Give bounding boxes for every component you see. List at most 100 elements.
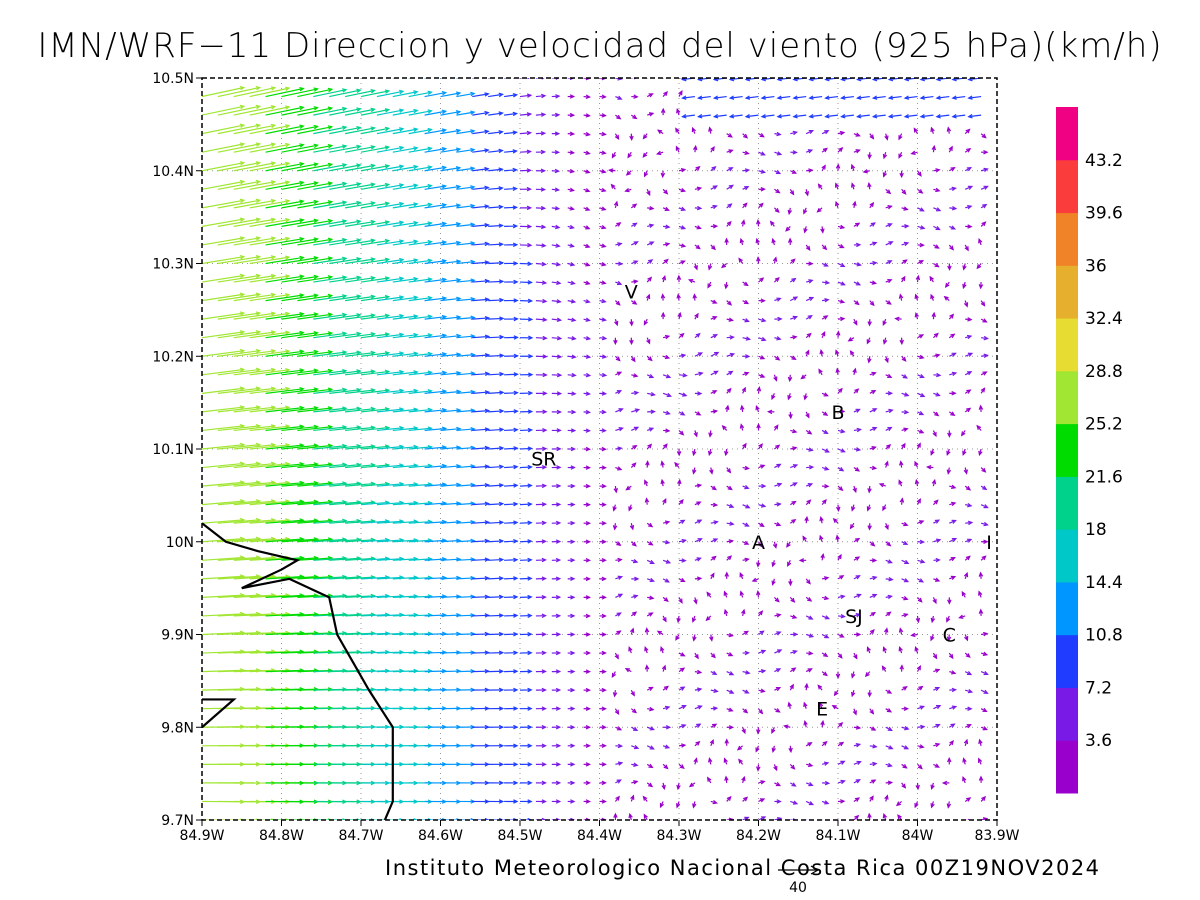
wind-vector — [202, 142, 246, 153]
wind-vector — [376, 108, 405, 116]
wind-vector — [202, 198, 246, 209]
colorbar-label: 18 — [1085, 520, 1107, 540]
wind-vector — [217, 236, 262, 246]
y-tick-label: 10.2N — [152, 349, 194, 365]
wind-vector — [249, 78, 253, 79]
wind-vector — [583, 243, 591, 248]
wind-vector — [567, 354, 577, 359]
wind-vector — [249, 349, 291, 357]
wind-vector — [776, 113, 791, 119]
wind-vector — [297, 387, 334, 394]
wind-vector — [615, 541, 622, 547]
wind-vector — [932, 430, 937, 438]
wind-vector — [535, 298, 548, 304]
wind-vector — [710, 244, 716, 251]
wind-vector — [504, 780, 519, 786]
wind-vector — [853, 725, 862, 730]
wind-vector — [504, 446, 519, 451]
wind-vector — [786, 541, 791, 548]
wind-vector — [551, 150, 561, 155]
wind-vector — [694, 225, 702, 230]
wind-vector — [803, 207, 808, 215]
wind-vector — [583, 188, 591, 193]
wind-vector — [647, 706, 655, 712]
wind-vector — [949, 501, 957, 507]
wind-vector — [202, 217, 246, 227]
wind-vector — [630, 203, 638, 209]
wind-vector — [504, 279, 519, 285]
wind-vector — [790, 649, 798, 655]
wind-vector — [963, 300, 969, 308]
wind-vector — [408, 165, 433, 172]
wind-vector — [662, 410, 671, 416]
wind-vector — [627, 151, 632, 159]
wind-vector — [837, 799, 846, 804]
wind-vector — [869, 408, 878, 413]
wind-vector — [837, 448, 846, 453]
wind-vector — [456, 203, 476, 209]
wind-vector — [392, 202, 419, 209]
wind-vector — [599, 724, 607, 730]
wind-vector — [980, 726, 988, 731]
wind-vector — [472, 669, 490, 674]
wind-vector — [933, 668, 941, 673]
wind-vector — [551, 94, 561, 99]
colorbar: 3.67.210.814.41821.625.228.832.43639.643… — [1056, 107, 1123, 794]
wind-vector — [930, 448, 935, 456]
wind-vector — [440, 128, 462, 135]
wind-vector — [837, 633, 845, 638]
wind-vector — [773, 207, 780, 213]
wind-vector — [656, 150, 664, 156]
wind-vector — [917, 354, 925, 360]
wind-vector — [646, 355, 653, 362]
wind-vector — [504, 372, 519, 377]
wind-vector — [884, 794, 889, 802]
footer-credit: Instituto Meteorologico Nacional Costa R… — [385, 856, 1101, 880]
wind-vector — [656, 630, 664, 636]
wind-vector — [866, 504, 872, 512]
wind-vector — [376, 295, 405, 302]
wind-vector — [949, 557, 956, 562]
wind-vector — [599, 650, 607, 656]
wind-vector — [835, 349, 840, 357]
wind-vector — [869, 744, 878, 749]
wind-vector — [233, 161, 277, 172]
wind-vector — [885, 780, 894, 785]
wind-vector — [758, 503, 767, 508]
wind-vector — [853, 632, 862, 637]
wind-vector — [901, 374, 908, 379]
wind-vector — [662, 596, 669, 603]
wind-vector — [758, 202, 764, 209]
wind-vector — [630, 300, 638, 305]
wind-vector — [739, 572, 744, 580]
wind-vector — [724, 775, 729, 783]
wind-vector — [504, 817, 519, 820]
wind-vector — [851, 671, 856, 679]
wind-vector — [567, 112, 576, 118]
wind-vector — [739, 237, 745, 246]
wind-vector — [408, 258, 433, 265]
wind-vector — [424, 240, 448, 246]
wind-vector — [948, 740, 954, 747]
wind-vector — [599, 187, 607, 193]
wind-vector — [821, 800, 830, 805]
wind-vector — [930, 615, 936, 624]
wind-vector — [917, 578, 925, 583]
wind-vector — [217, 367, 262, 376]
wind-vector — [583, 336, 592, 341]
wind-vector — [583, 762, 592, 767]
wind-vector — [519, 446, 533, 451]
axis-ticks: 84.9W 84.8W 84.7W 84.6W 84.5W 84.4W 84.3W 84.2W… — [152, 71, 1019, 844]
wind-vector — [901, 706, 910, 711]
wind-vector — [583, 299, 591, 304]
wind-vector — [630, 611, 638, 617]
wind-vector — [930, 782, 935, 790]
wind-vector — [599, 632, 607, 637]
wind-vector — [790, 446, 798, 451]
wind-vector — [806, 168, 814, 173]
wind-vector — [504, 483, 519, 488]
wind-vector — [901, 259, 908, 264]
wind-vector — [630, 541, 637, 547]
wind-vector — [740, 404, 745, 412]
wind-vector — [821, 429, 829, 435]
